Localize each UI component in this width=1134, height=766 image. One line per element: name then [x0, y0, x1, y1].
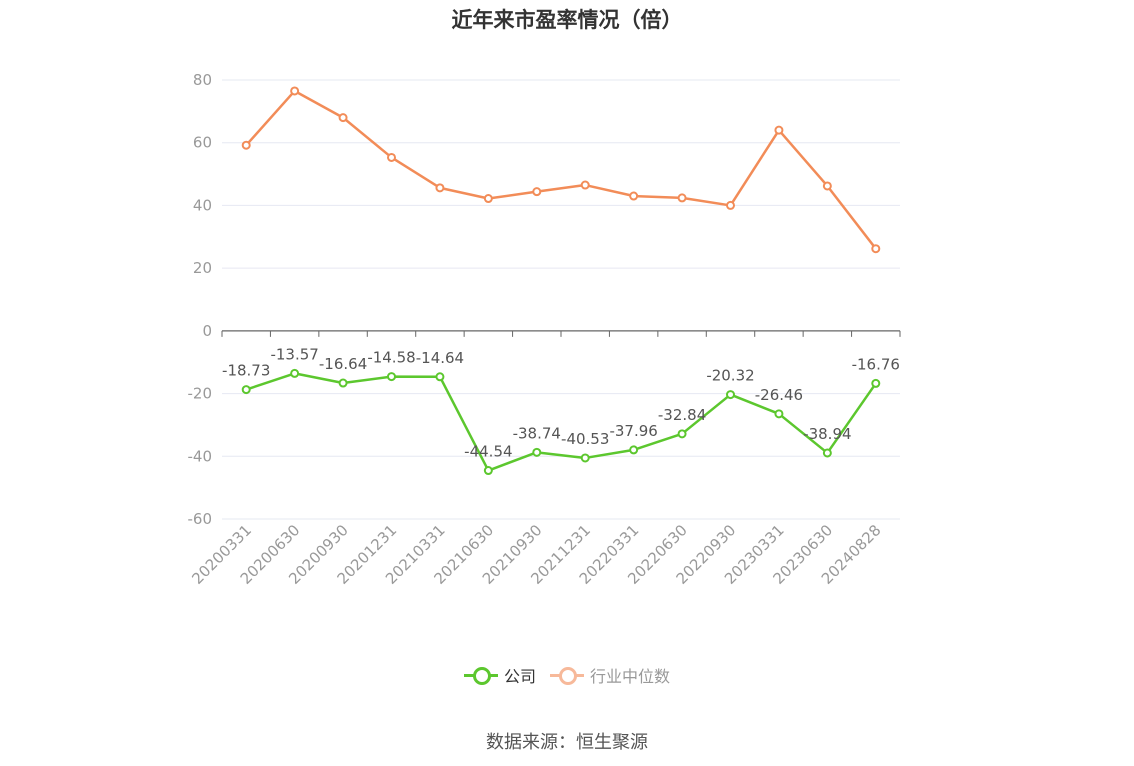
company-data-label: -14.64 [416, 349, 464, 367]
y-tick-label: 60 [193, 134, 212, 152]
company-data-point[interactable] [871, 378, 881, 388]
industry-data-point[interactable] [387, 152, 396, 162]
company-data-label: -32.84 [658, 406, 706, 424]
company-data-label: -40.53 [561, 430, 609, 448]
company-data-label: -18.73 [222, 362, 270, 380]
company-data-point[interactable] [241, 385, 251, 395]
company-data-label: -37.96 [609, 422, 657, 440]
company-data-label: -16.76 [852, 355, 900, 373]
company-data-point[interactable] [290, 368, 300, 378]
company-data-label: -13.57 [270, 345, 318, 363]
industry-data-point[interactable] [871, 244, 881, 254]
company-data-point[interactable] [532, 447, 542, 457]
company-data-point[interactable] [435, 372, 445, 382]
industry-data-point[interactable] [822, 181, 832, 191]
company-data-label: -38.74 [513, 424, 561, 442]
legend-item-company[interactable]: 公司 [463, 663, 536, 687]
company-data-point[interactable] [483, 466, 493, 476]
x-axis-tick-labels: 2020033120200630202009302020123120210331… [188, 521, 884, 588]
data-source: 数据来源：恒生聚源 [486, 732, 648, 753]
company-data-label: -16.64 [319, 355, 367, 373]
chart-title: 近年来市盈率情况（倍） [451, 8, 683, 32]
y-tick-label: -40 [188, 447, 213, 465]
company-data-point[interactable] [677, 429, 687, 439]
industry-data-point[interactable] [483, 194, 493, 204]
industry-data-point[interactable] [435, 183, 445, 193]
y-tick-label: -20 [188, 385, 213, 403]
company-data-point[interactable] [822, 448, 832, 458]
legend-company-marker-icon [463, 665, 498, 685]
company-data-label: -14.58 [367, 349, 415, 367]
legend-industry-marker-icon [550, 665, 584, 685]
industry-data-point[interactable] [532, 187, 542, 197]
company-data-label: -20.32 [706, 367, 754, 385]
industry-data-point[interactable] [774, 125, 784, 135]
y-tick-label: -60 [188, 510, 213, 528]
industry-data-point[interactable] [290, 86, 300, 96]
company-data-point[interactable] [629, 445, 639, 455]
company-data-label: -38.94 [803, 425, 851, 443]
y-tick-label: 0 [202, 322, 212, 340]
grid-lines [222, 79, 900, 520]
data-labels: -18.73-13.57-16.64 -14.58 -14.64-44.54-38.… [222, 345, 900, 460]
industry-data-point[interactable] [629, 191, 639, 201]
company-data-point[interactable] [387, 372, 396, 382]
y-tick-label: 20 [193, 259, 212, 277]
company-series-line [245, 372, 877, 472]
legend-company-label: 公司 [503, 667, 536, 686]
y-tick-label: 80 [193, 71, 212, 89]
industry-data-point[interactable] [580, 180, 590, 190]
company-data-point[interactable] [726, 390, 735, 400]
series-lines [241, 86, 881, 476]
legend-item-industry[interactable]: 行业中位数 [550, 663, 670, 687]
y-axis-ticks: 80 60 40 20 0 -20 -40 -60 [188, 71, 213, 528]
legend-industry-label: 行业中位数 [590, 667, 671, 686]
company-data-label: -44.54 [464, 443, 512, 461]
company-data-point[interactable] [338, 378, 348, 388]
industry-data-point[interactable] [677, 193, 687, 203]
company-data-point[interactable] [774, 409, 784, 419]
y-tick-label: 40 [193, 196, 212, 214]
industry-series-line [245, 89, 877, 250]
x-axis [221, 330, 901, 337]
industry-data-point[interactable] [726, 200, 735, 210]
industry-data-point[interactable] [241, 140, 251, 150]
legend: 公司 行业中位数 [0, 663, 1134, 687]
company-data-label: -26.46 [755, 386, 803, 404]
company-data-point[interactable] [580, 453, 590, 463]
industry-data-point[interactable] [338, 113, 348, 123]
